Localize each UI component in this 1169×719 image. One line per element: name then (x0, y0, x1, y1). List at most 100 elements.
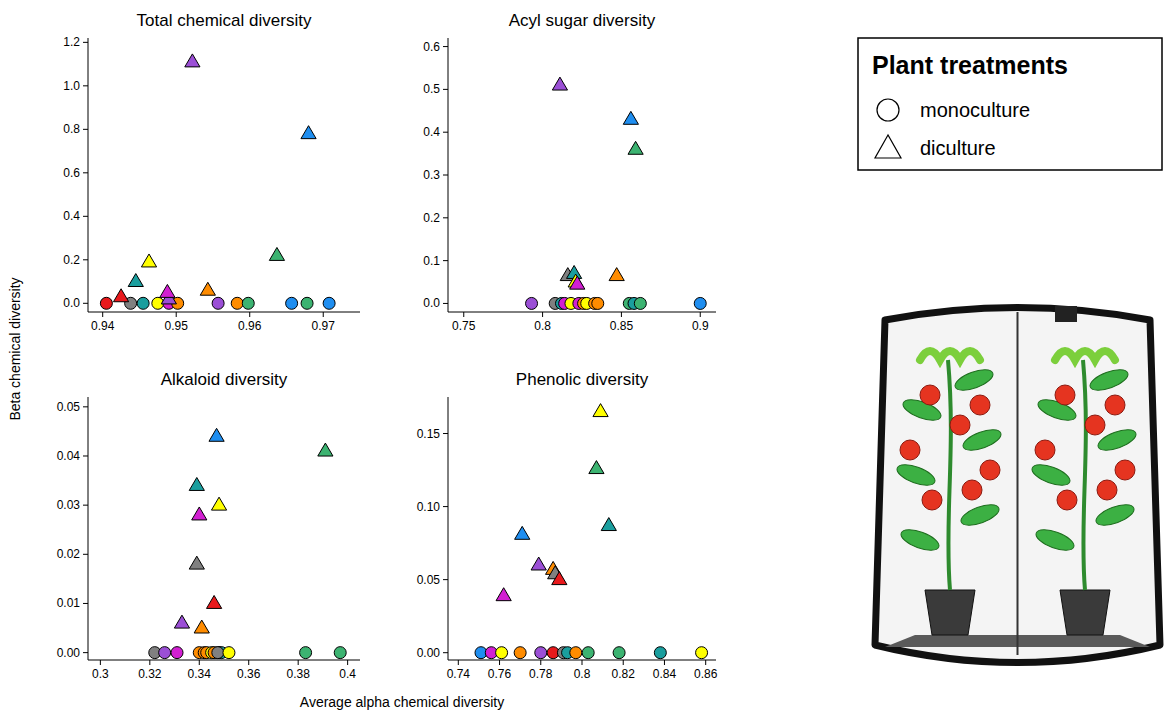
leaf (898, 526, 941, 555)
x-tick-label: 0.3 (92, 667, 109, 681)
triangle-point (589, 461, 604, 474)
circle-point (171, 647, 183, 659)
figure: Total chemical diversity0.00.20.40.60.81… (0, 0, 1169, 719)
panel-title: Acyl sugar diversity (509, 11, 656, 30)
x-tick-label: 0.9 (692, 319, 709, 333)
circle-point (535, 647, 547, 659)
caterpillar (1055, 351, 1115, 360)
circle-point (242, 297, 254, 309)
cage-frame (875, 308, 1160, 663)
y-tick-label: 0.5 (423, 82, 440, 96)
y-tick (83, 172, 88, 173)
circle-point (514, 647, 526, 659)
y-tick (443, 433, 448, 434)
series (552, 77, 643, 289)
y-tick (443, 652, 448, 653)
leaf (958, 501, 1001, 530)
y-tick (443, 506, 448, 507)
cage-zip (1055, 306, 1077, 322)
y-tick-label: 0.05 (57, 400, 81, 414)
x-tick (700, 312, 701, 317)
panel-title: Phenolic diversity (516, 370, 649, 389)
pot (925, 590, 975, 635)
circle-point (496, 647, 508, 659)
circle-point (100, 297, 112, 309)
y-tick-label: 0.0 (63, 296, 80, 310)
x-tick-label: 0.96 (238, 319, 262, 333)
pot (1060, 590, 1110, 635)
triangle-point (189, 556, 204, 569)
panel: Total chemical diversity0.00.20.40.60.81… (63, 11, 360, 333)
legend-marker (877, 99, 899, 121)
x-tick-label: 0.95 (165, 319, 189, 333)
triangle-point (200, 282, 215, 295)
x-tick (347, 660, 348, 665)
x-tick-label: 0.76 (488, 667, 512, 681)
legend-label: monoculture (920, 99, 1030, 121)
marks (149, 428, 346, 658)
y-tick-label: 0.4 (423, 125, 440, 139)
y-tick (443, 579, 448, 580)
y-axis-title: Beta chemical diversity (7, 277, 23, 420)
circle-point (592, 297, 604, 309)
y-tick-label: 0.00 (57, 646, 81, 660)
x-tick-label: 0.85 (610, 319, 634, 333)
circle-point (582, 647, 594, 659)
y-tick (83, 455, 88, 456)
triangle-point (113, 289, 128, 302)
series (475, 647, 708, 659)
tomato (980, 460, 1000, 480)
x-tick-label: 0.32 (138, 667, 162, 681)
tomato (1105, 395, 1125, 415)
cage-seam (1017, 312, 1019, 655)
x-tick (705, 660, 706, 665)
y-tick-label: 0.4 (63, 209, 80, 223)
y-tick-label: 0.15 (417, 427, 441, 441)
triangle-point (628, 141, 643, 154)
series (100, 297, 335, 309)
y-tick (83, 652, 88, 653)
y-tick-label: 0.2 (63, 253, 80, 267)
plant (894, 351, 1003, 635)
y-tick-label: 0.10 (417, 500, 441, 514)
circle-point (137, 297, 149, 309)
x-axis-line (448, 312, 716, 313)
series (149, 647, 346, 659)
y-tick (443, 303, 448, 304)
y-axis-line (448, 397, 449, 660)
tomato (950, 415, 970, 435)
x-axis-title: Average alpha chemical diversity (300, 694, 504, 710)
x-tick-label: 0.4 (339, 667, 356, 681)
y-tick (443, 175, 448, 176)
tomato (920, 385, 940, 405)
x-tick-label: 0.8 (534, 319, 551, 333)
triangle-point (552, 572, 567, 585)
triangle-point (601, 518, 616, 531)
tomato (1035, 440, 1055, 460)
caterpillar (920, 351, 980, 360)
circle-point (223, 647, 235, 659)
y-tick (443, 46, 448, 47)
x-tick (542, 312, 543, 317)
tomato (1055, 385, 1075, 405)
tomato (900, 440, 920, 460)
marks (100, 54, 335, 309)
y-tick-label: 0.04 (57, 449, 81, 463)
y-tick-label: 0.00 (417, 646, 441, 660)
y-tick-label: 0.0 (423, 296, 440, 310)
circle-point (212, 297, 224, 309)
x-tick-label: 0.34 (188, 667, 212, 681)
circle-point (694, 297, 706, 309)
marks (526, 77, 707, 309)
x-axis-line (88, 660, 360, 661)
x-axis-line (88, 312, 360, 313)
y-tick-label: 1.0 (63, 79, 80, 93)
series (526, 297, 707, 309)
x-tick-label: 0.84 (653, 667, 677, 681)
x-tick (149, 660, 150, 665)
tomato (1057, 490, 1077, 510)
y-tick-label: 0.02 (57, 547, 81, 561)
y-tick (83, 216, 88, 217)
triangle-point (269, 247, 284, 260)
triangle-point (192, 507, 207, 520)
